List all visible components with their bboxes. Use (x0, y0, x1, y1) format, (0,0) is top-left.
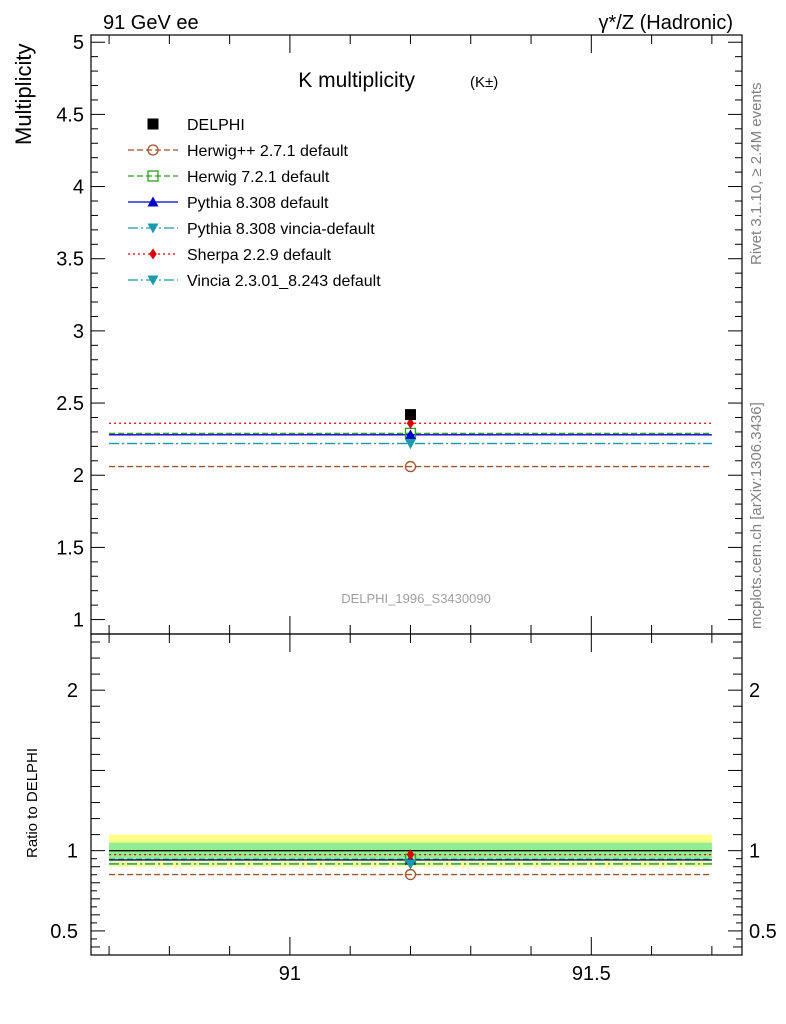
series-point (406, 417, 415, 429)
rivet-label: Rivet 3.1.10, ≥ 2.4M events (748, 83, 765, 266)
legend-marker (147, 275, 159, 286)
y-tick-label: 1 (73, 610, 84, 632)
ratio-y-tick-label: 1 (67, 841, 78, 863)
legend: DELPHI Herwig++ 2.7.1 default Herwig 7.2.1… (128, 117, 381, 290)
chart-title-sub: (K±) (470, 74, 498, 91)
header-right: γ*/Z (Hadronic) (599, 12, 733, 34)
legend-label: Pythia 8.308 vincia-default (187, 221, 375, 238)
y-tick-label: 3 (73, 321, 84, 343)
legend-label: DELPHI (187, 117, 245, 134)
header-left: 91 GeV ee (103, 12, 199, 34)
ratio-y-tick-label: 2 (749, 680, 760, 702)
y-tick-label: 5 (73, 32, 84, 54)
series-point (404, 460, 417, 473)
ratio-series-point (404, 868, 417, 881)
ratio-series-point (406, 849, 415, 861)
ratio-frame (90, 633, 743, 956)
legend-marker (147, 170, 159, 182)
y-tick-label: 4 (73, 177, 84, 199)
y-axis-label: Multiplicity (11, 44, 36, 145)
series-point (404, 429, 416, 440)
mcplots-label: mcplots.cern.ch [arXiv:1306.3436] (748, 402, 765, 629)
legend-marker (147, 144, 159, 156)
legend-marker (147, 118, 159, 130)
x-tick-label: 91.5 (572, 963, 611, 985)
legend-label: Pythia 8.308 default (187, 195, 329, 212)
legend-label: Sherpa 2.2.9 default (187, 247, 332, 264)
data-point (404, 409, 416, 421)
ratio-y-tick-label: 1 (749, 841, 760, 863)
ratio-y-tick-label: 2 (67, 680, 78, 702)
main-panel: 1 1.5 2 2.5 3 3.5 4 4.5 5 K multiplicity (K±) DE… (56, 32, 743, 635)
x-tick-label: 91 (279, 963, 301, 985)
legend-label: Vincia 2.3.01_8.243 default (187, 273, 381, 290)
ratio-y-tick-label: 0.5 (50, 921, 78, 943)
chart-title: K multiplicity (298, 69, 415, 92)
legend-marker (147, 223, 159, 234)
legend-marker (147, 196, 159, 207)
series-point (404, 438, 416, 449)
legend-marker (149, 248, 157, 260)
legend-label: Herwig++ 2.7.1 default (187, 143, 349, 160)
ratio-series-point (404, 859, 416, 870)
y-tick-label: 2.5 (56, 393, 84, 415)
ratio-y-axis-label: Ratio to DELPHI (24, 748, 41, 858)
y-tick-label: 3.5 (56, 249, 84, 271)
ratio-panel: 0.5 0.5 1 1 2 2 (50, 633, 777, 956)
legend-label: Herwig 7.2.1 default (187, 169, 330, 186)
ratio-y-tick-label: 0.5 (749, 921, 777, 943)
y-tick-label: 1.5 (56, 537, 84, 559)
analysis-id: DELPHI_1996_S3430090 (341, 591, 491, 606)
y-tick-label: 2 (73, 465, 84, 487)
y-tick-label: 4.5 (56, 104, 84, 126)
